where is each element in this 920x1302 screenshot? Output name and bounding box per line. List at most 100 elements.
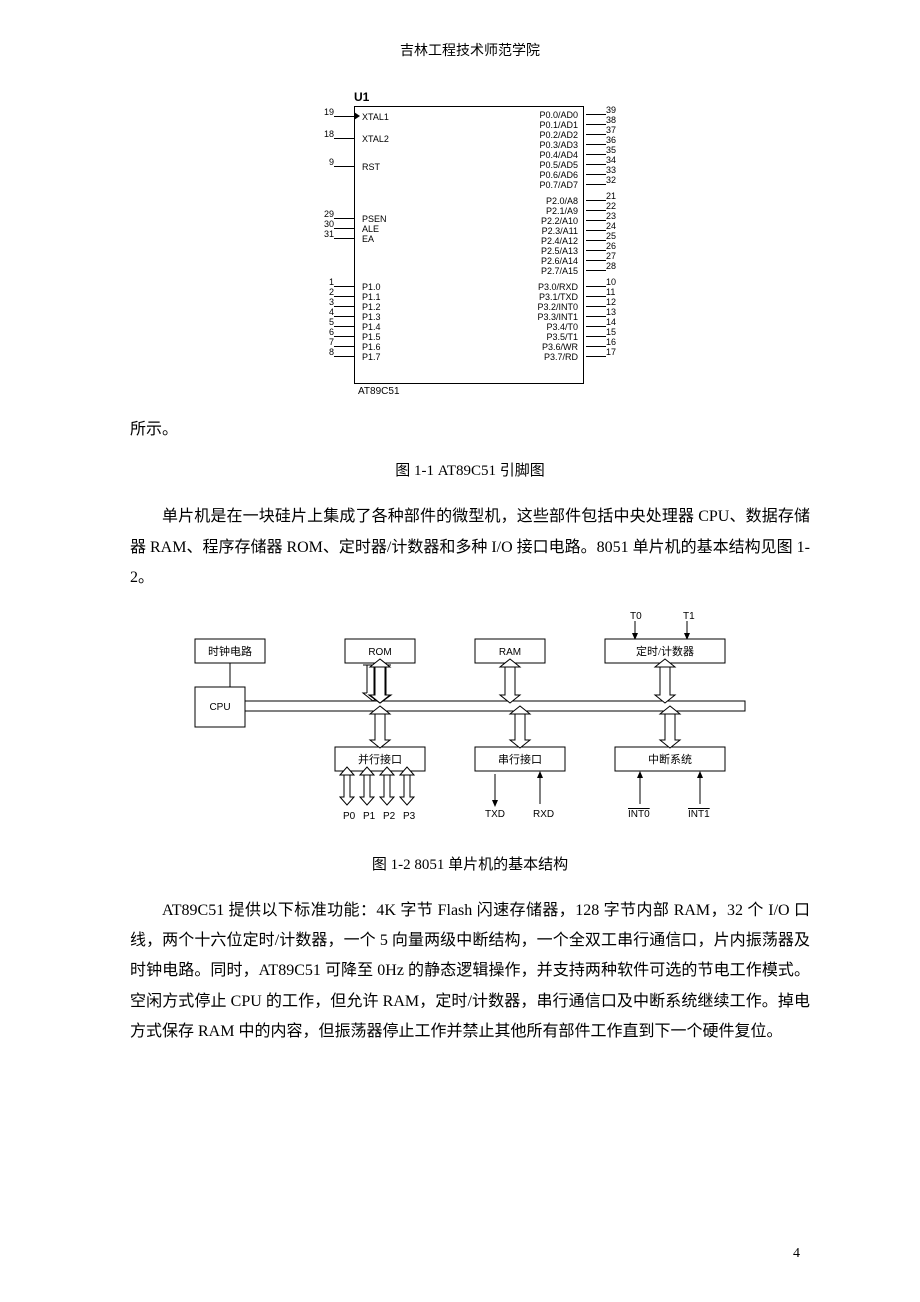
clock-triangle-icon: [354, 112, 360, 120]
pin-line: [334, 306, 354, 307]
pin-label: EA: [362, 234, 374, 244]
pin-line: [586, 114, 606, 115]
pin-number: 1: [316, 277, 334, 287]
pin-number: 12: [606, 297, 624, 307]
pin-line: [586, 336, 606, 337]
pin-label: XTAL1: [362, 112, 389, 122]
pin-number: 16: [606, 337, 624, 347]
figure-block-diagram: T0 T1 时钟电路 ROM RAM 定时/计数器 CPU: [185, 609, 755, 839]
pin-label: P2.0/A8: [546, 196, 578, 206]
pin-line: [334, 326, 354, 327]
text-after-fig1: 所示。: [130, 415, 810, 445]
box-pio: 并行接口: [358, 752, 402, 766]
label-rxd: RXD: [533, 809, 554, 820]
page-number: 4: [793, 1246, 800, 1262]
pin-number: 15: [606, 327, 624, 337]
pin-label: P3.2/INT0: [537, 302, 578, 312]
pin-line: [586, 134, 606, 135]
pin-number: 7: [316, 337, 334, 347]
box-ram: RAM: [499, 647, 521, 658]
chip-diagram: U1 AT89C51 19XTAL118XTAL29RST29PSEN30ALE…: [316, 90, 624, 397]
pin-line: [334, 346, 354, 347]
pin-line: [586, 200, 606, 201]
box-int: 中断系统: [648, 752, 692, 766]
pin-label: P3.7/RD: [544, 352, 578, 362]
pin-number: 27: [606, 251, 624, 261]
pin-line: [586, 240, 606, 241]
pin-line: [586, 184, 606, 185]
pin-label: P3.3/INT1: [537, 312, 578, 322]
paragraph-1: 单片机是在一块硅片上集成了各种部件的微型机，这些部件包括中央处理器 CPU、数据…: [130, 502, 810, 593]
pin-label: P1.3: [362, 312, 381, 322]
pin-number: 38: [606, 115, 624, 125]
pin-number: 10: [606, 277, 624, 287]
pin-number: 21: [606, 191, 624, 201]
pin-label: P2.7/A15: [541, 266, 578, 276]
pin-label: ALE: [362, 224, 379, 234]
label-p2: P2: [383, 811, 396, 822]
label-t0: T0: [630, 611, 642, 622]
pin-line: [334, 116, 354, 117]
pin-label: P1.5: [362, 332, 381, 342]
pin-line: [334, 166, 354, 167]
pin-label: P0.1/AD1: [539, 120, 578, 130]
block-svg: T0 T1 时钟电路 ROM RAM 定时/计数器 CPU: [185, 609, 755, 839]
pin-line: [586, 210, 606, 211]
pin-label: P0.2/AD2: [539, 130, 578, 140]
pin-line: [334, 286, 354, 287]
pin-number: 9: [316, 157, 334, 167]
label-int0: INT0: [628, 809, 650, 820]
pin-label: P2.1/A9: [546, 206, 578, 216]
pin-label: P2.4/A12: [541, 236, 578, 246]
pin-number: 30: [316, 219, 334, 229]
pin-line: [586, 326, 606, 327]
pin-label: P3.6/WR: [542, 342, 578, 352]
pin-number: 8: [316, 347, 334, 357]
pin-line: [334, 356, 354, 357]
pin-number: 31: [316, 229, 334, 239]
pin-label: P1.2: [362, 302, 381, 312]
pin-label: P1.1: [362, 292, 381, 302]
pin-line: [586, 260, 606, 261]
pin-number: 33: [606, 165, 624, 175]
label-p3: P3: [403, 811, 416, 822]
chip-ref: U1: [354, 90, 624, 104]
pin-number: 28: [606, 261, 624, 271]
pin-number: 22: [606, 201, 624, 211]
pin-label: P3.5/T1: [546, 332, 578, 342]
pin-number: 17: [606, 347, 624, 357]
label-txd: TXD: [485, 809, 505, 820]
pin-line: [586, 286, 606, 287]
pin-line: [334, 228, 354, 229]
pin-number: 37: [606, 125, 624, 135]
pin-number: 25: [606, 231, 624, 241]
pin-line: [586, 356, 606, 357]
pin-number: 4: [316, 307, 334, 317]
pin-label: PSEN: [362, 214, 387, 224]
box-sio: 串行接口: [498, 753, 542, 766]
pin-number: 11: [606, 287, 624, 297]
pin-label: P3.4/T0: [546, 322, 578, 332]
pin-number: 14: [606, 317, 624, 327]
pin-label: P2.6/A14: [541, 256, 578, 266]
pin-line: [334, 316, 354, 317]
pin-label: P3.1/TXD: [539, 292, 578, 302]
pin-line: [586, 270, 606, 271]
pin-line: [334, 238, 354, 239]
pin-label: P2.5/A13: [541, 246, 578, 256]
pin-number: 18: [316, 129, 334, 139]
page-header: 吉林工程技术师范学院: [130, 40, 810, 60]
pin-line: [586, 316, 606, 317]
pin-number: 23: [606, 211, 624, 221]
caption-fig1: 图 1-1 AT89C51 引脚图: [130, 459, 810, 480]
pin-line: [586, 124, 606, 125]
pin-number: 35: [606, 145, 624, 155]
pin-line: [586, 296, 606, 297]
pin-number: 19: [316, 107, 334, 117]
figure-pinout: U1 AT89C51 19XTAL118XTAL29RST29PSEN30ALE…: [316, 90, 624, 397]
label-p0: P0: [343, 811, 356, 822]
pin-label: XTAL2: [362, 134, 389, 144]
pin-number: 2: [316, 287, 334, 297]
pin-line: [586, 174, 606, 175]
box-clock: 时钟电路: [208, 644, 252, 658]
